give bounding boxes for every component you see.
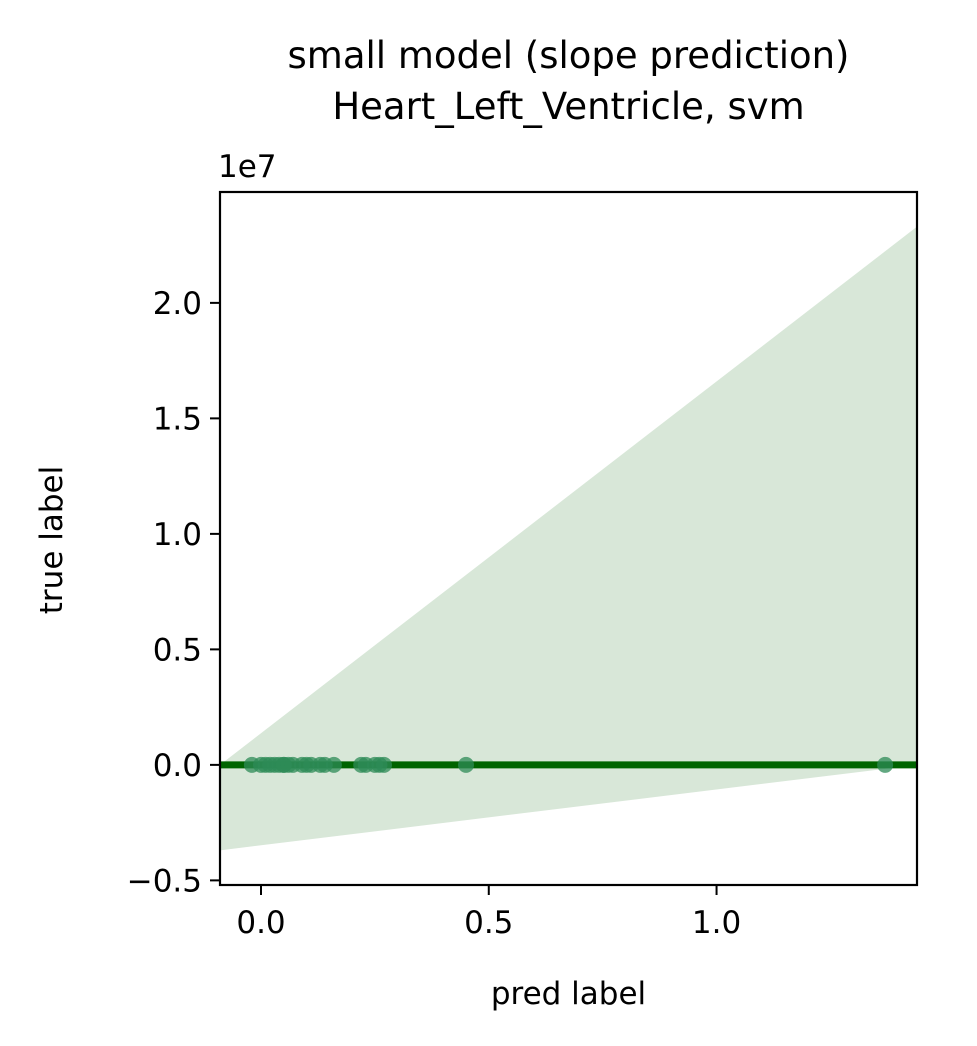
data-points [243, 756, 894, 773]
data-point [325, 756, 342, 773]
chart-title: small model (slope prediction) [287, 34, 850, 77]
y-tick-label: 0.0 [153, 748, 202, 784]
x-tick-label: 0.5 [464, 905, 513, 941]
y-tick-label: 0.5 [153, 632, 202, 668]
plot-frame [218, 190, 919, 887]
y-tick-label: −0.5 [127, 863, 202, 899]
chart-subtitle: Heart_Left_Ventricle, svm [332, 85, 805, 128]
data-point [877, 756, 894, 773]
x-tick-label: 1.0 [692, 905, 741, 941]
y-axis-ticks: −0.5 0.0 0.5 1.0 1.5 2.0 [127, 286, 220, 899]
data-point [376, 756, 392, 773]
y-axis-offset-label: 1e7 [218, 149, 277, 185]
y-tick-label: 2.0 [153, 286, 202, 322]
confidence-band [220, 226, 917, 851]
x-axis-label: pred label [490, 976, 647, 1012]
data-point [458, 756, 474, 773]
x-tick-label: 0.0 [236, 905, 285, 941]
x-axis-ticks: 0.0 0.5 1.0 [236, 885, 741, 941]
y-tick-label: 1.0 [153, 517, 202, 553]
y-tick-label: 1.5 [153, 401, 202, 437]
y-axis-label: true label [34, 465, 70, 615]
